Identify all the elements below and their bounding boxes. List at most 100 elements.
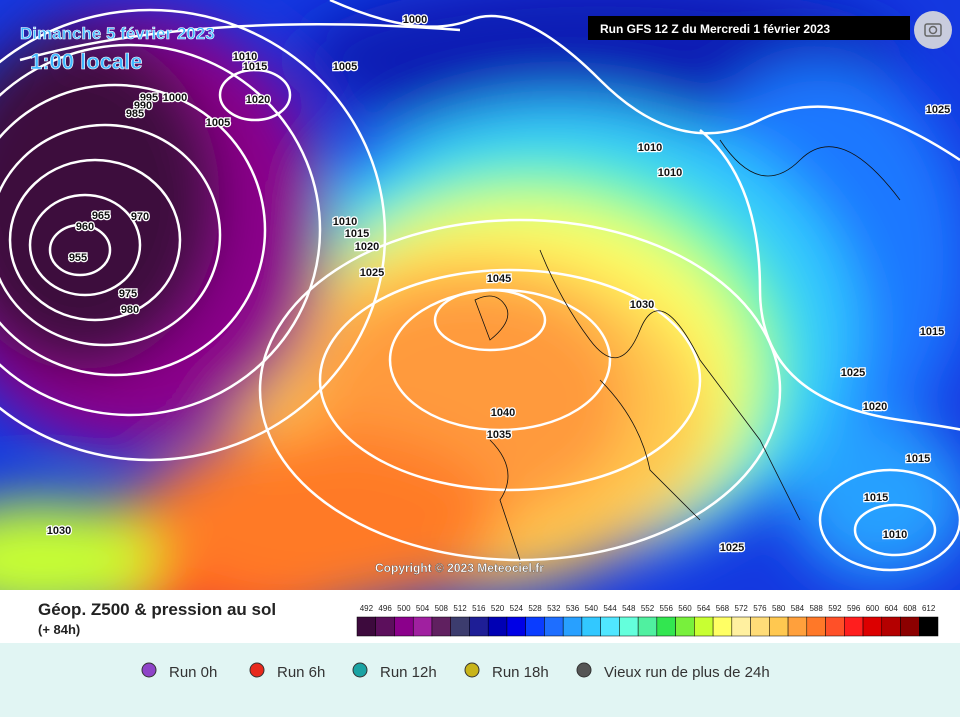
- isobar-label: 1025: [841, 367, 865, 379]
- legend-label[interactable]: Run 0h: [169, 664, 217, 681]
- scale-swatch: [412, 616, 433, 637]
- scale-swatch: [619, 616, 639, 637]
- scale-swatch: [844, 616, 864, 637]
- scale-label: 512: [453, 604, 467, 613]
- isobar-label: 985: [126, 108, 144, 120]
- isobar-label: 1005: [333, 61, 357, 73]
- scale-swatch: [431, 616, 451, 637]
- run-box: [588, 16, 910, 40]
- legend-label[interactable]: Run 6h: [277, 664, 325, 681]
- scale-label: 540: [585, 604, 599, 613]
- isobar-label: 995: [140, 92, 158, 104]
- scale-label: 572: [735, 604, 749, 613]
- isobar-label: 1015: [345, 228, 369, 240]
- scale-label: 576: [753, 604, 767, 613]
- scale-label: 596: [847, 604, 861, 613]
- isobar-label: 1020: [246, 94, 270, 106]
- scale-swatch: [675, 616, 695, 637]
- isobar-label: 1015: [920, 326, 944, 338]
- isobar-label: 1000: [163, 92, 187, 104]
- isobar-label: 990: [134, 100, 152, 112]
- scale-label: 500: [397, 604, 411, 613]
- isobar-label: 965: [92, 210, 110, 222]
- scale-label: 528: [528, 604, 542, 613]
- copyright: Copyright © 2023 Meteociel.fr: [375, 561, 544, 575]
- scale-label: 544: [603, 604, 617, 613]
- isobar-label: 1025: [720, 542, 744, 554]
- scale-swatch: [900, 616, 920, 637]
- scale-swatch: [487, 616, 508, 637]
- isobar-label: 1010: [638, 142, 662, 154]
- legend-dot[interactable]: [352, 662, 368, 678]
- date: Dimanche 5 février 2023: [20, 24, 215, 43]
- scale-label: 588: [809, 604, 823, 613]
- color-scale: 492 496 500 504 508 512 516 520 524 528 532 536 540 5…: [356, 604, 939, 637]
- legend-label[interactable]: Run 12h: [380, 664, 437, 681]
- scale-swatch: [469, 616, 489, 637]
- scale-swatch: [394, 616, 414, 637]
- isobar-label: 1010: [233, 51, 257, 63]
- scale-swatch: [919, 616, 939, 637]
- scale-label: 592: [828, 604, 842, 613]
- scale-swatch: [731, 616, 751, 637]
- scale-label: 568: [716, 604, 730, 613]
- scale-swatch: [562, 616, 583, 637]
- isobar-label: 980: [121, 304, 139, 316]
- scale-label: 548: [622, 604, 636, 613]
- scale-swatch: [581, 616, 601, 637]
- camera-icon: [924, 23, 942, 37]
- legend-dot[interactable]: [464, 662, 480, 678]
- legend: Run 0h Run 6h Run 12h Run 18h Vieux run de p…: [141, 662, 770, 681]
- scale-label: 580: [772, 604, 786, 613]
- isobar-label: 1015: [243, 61, 267, 73]
- isobar-label: 1010: [883, 529, 907, 541]
- legend-dot[interactable]: [576, 662, 592, 678]
- footer-title: Géop. Z500 & pression au sol: [38, 600, 276, 619]
- coastlines: [474, 139, 901, 561]
- scale-label: 508: [435, 604, 449, 613]
- isobar-label: 1005: [206, 117, 230, 129]
- isobar-label: 1030: [47, 525, 71, 537]
- scale-swatch: [712, 616, 733, 637]
- isobar-label: 975: [119, 288, 137, 300]
- scale-swatch: [806, 616, 826, 637]
- isobar-label: 1040: [491, 407, 515, 419]
- time: 1:00 locale: [30, 49, 143, 74]
- camera-button[interactable]: [914, 11, 952, 49]
- isobar-label: 1015: [864, 492, 888, 504]
- scale-swatch: [600, 616, 620, 637]
- scale-swatch: [544, 616, 564, 637]
- isobar-label: 1020: [863, 401, 887, 413]
- isobar-label: 1045: [487, 273, 511, 285]
- isobar-label: 1010: [333, 216, 357, 228]
- isobar-labels: 1000101010151020100599599098510001005965…: [46, 13, 952, 556]
- legend-label[interactable]: Vieux run de plus de 24h: [604, 664, 770, 681]
- scale-swatch: [375, 616, 395, 637]
- scale-swatch: [862, 616, 883, 637]
- scale-label: 504: [416, 604, 430, 613]
- legend-dot[interactable]: [141, 662, 157, 678]
- scale-label: 608: [903, 604, 917, 613]
- scale-label: 584: [791, 604, 805, 613]
- scale-label: 536: [566, 604, 580, 613]
- isobar-label: 1025: [926, 104, 950, 116]
- legend-dot[interactable]: [249, 662, 265, 678]
- scale-label: 564: [697, 604, 711, 613]
- legend-label[interactable]: Run 18h: [492, 664, 549, 681]
- isobar-label: 955: [69, 252, 87, 264]
- isobar-label: 970: [131, 211, 149, 223]
- scale-label: 560: [678, 604, 692, 613]
- isobar-label: 1010: [658, 167, 682, 179]
- isobar-label: 1030: [630, 299, 654, 311]
- isobar-label: 1000: [403, 14, 427, 26]
- scale-swatch: [525, 616, 545, 637]
- scale-label: 612: [922, 604, 936, 613]
- scale-swatch: [769, 616, 789, 637]
- scale-swatch: [506, 616, 526, 637]
- scale-label: 524: [510, 604, 524, 613]
- scale-label: 556: [660, 604, 674, 613]
- isobar-label: 1015: [906, 453, 930, 465]
- isobar-label: 1020: [355, 241, 379, 253]
- isobar-label: 1035: [487, 429, 511, 441]
